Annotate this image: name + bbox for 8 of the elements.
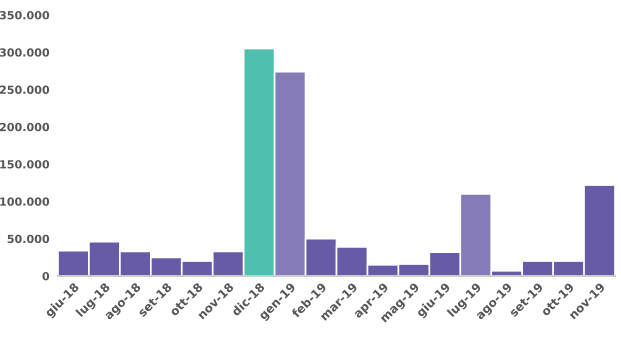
y-tick-label: 250.000 bbox=[0, 86, 50, 94]
y-tick-label: 350.000 bbox=[0, 10, 50, 20]
y-tick-label: 200.000 bbox=[0, 122, 50, 132]
y-tick-label: 0 bbox=[42, 272, 50, 280]
y-tick-label: 150.000 bbox=[0, 160, 50, 169]
y-tick-label: 100.000 bbox=[0, 197, 50, 206]
y-tick-label: 50.000 bbox=[8, 234, 50, 244]
y-tick-label: 300.000 bbox=[0, 48, 50, 57]
